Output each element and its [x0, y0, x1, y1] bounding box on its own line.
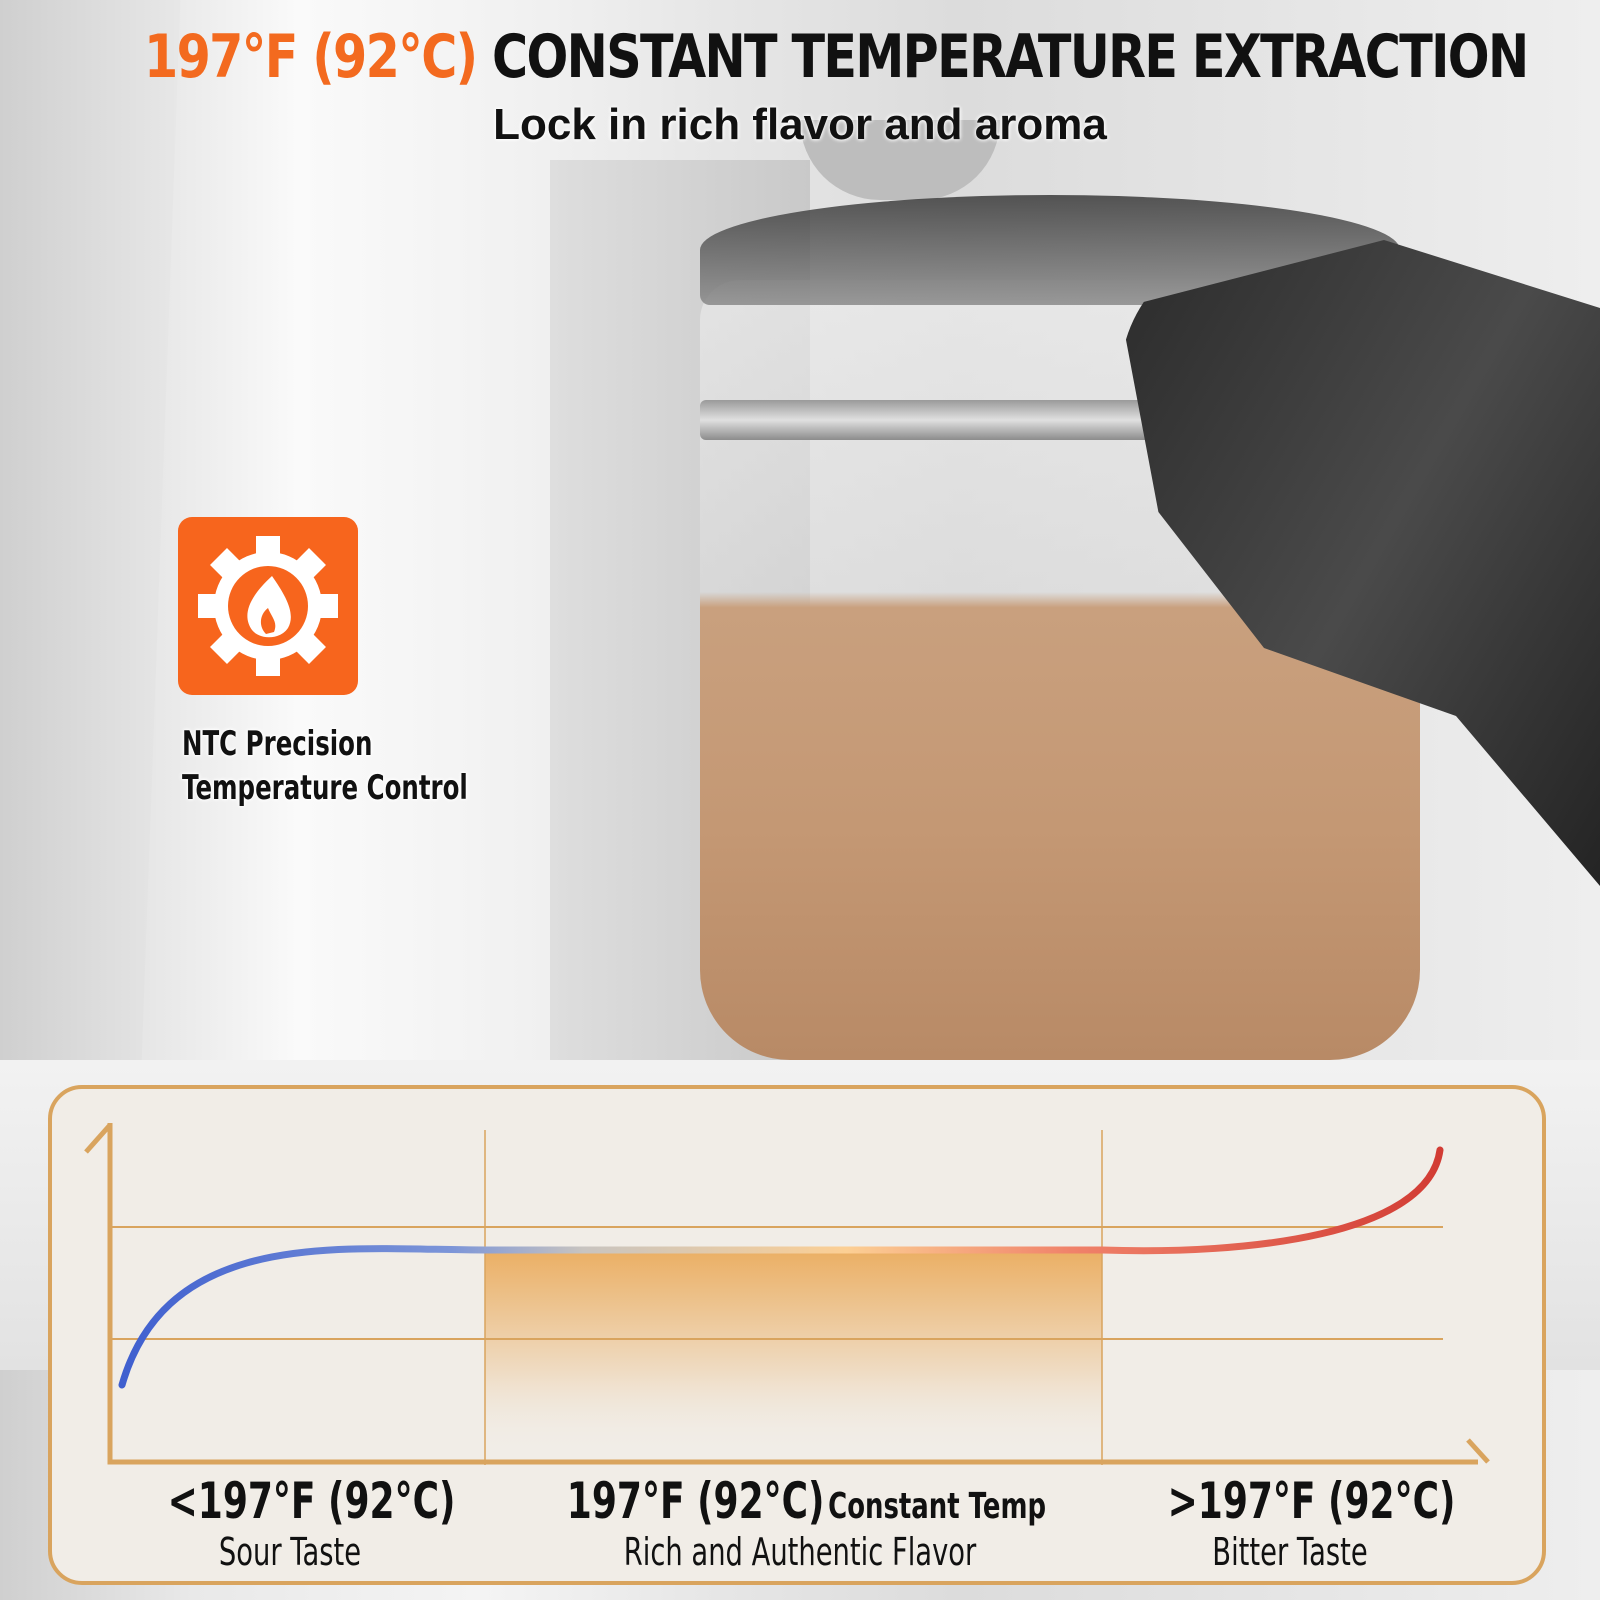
title-rest: CONSTANT TEMPERATURE EXTRACTION: [492, 22, 1529, 92]
gear-flame-icon: [178, 517, 358, 695]
zone-1-temp: <197°F (92°C): [167, 1472, 456, 1530]
zone-3-temp: >197°F (92°C): [1167, 1472, 1456, 1530]
y-axis-arrow: [84, 1123, 112, 1154]
zone-2-desc: Rich and Authentic Flavor: [623, 1530, 977, 1574]
zone-2-temp: 197°F (92°C) Constant Temp: [566, 1472, 1046, 1530]
zone-1-desc: Sour Taste: [218, 1530, 362, 1574]
x-axis-arrow: [1466, 1438, 1490, 1464]
temperature-curve: [118, 1146, 1444, 1389]
feature-line-1: NTC Precision: [182, 724, 373, 764]
zone-2-temp-suffix: Constant Temp: [828, 1486, 1047, 1527]
feature-label: NTC Precision Temperature Control: [182, 722, 468, 810]
feature-line-2: Temperature Control: [182, 768, 468, 808]
optimal-zone: [485, 1253, 1102, 1453]
temperature-diagram: [84, 1123, 1490, 1465]
page-title: 197°F (92°C) CONSTANT TEMPERATURE EXTRAC…: [144, 22, 1529, 92]
title-highlight: 197°F (92°C): [144, 22, 478, 92]
zone-2-temp-value: 197°F (92°C): [566, 1472, 825, 1530]
axes: [107, 1123, 1478, 1465]
subtitle: Lock in rich flavor and aroma: [493, 100, 1107, 149]
zone-3-desc: Bitter Taste: [1212, 1530, 1368, 1574]
